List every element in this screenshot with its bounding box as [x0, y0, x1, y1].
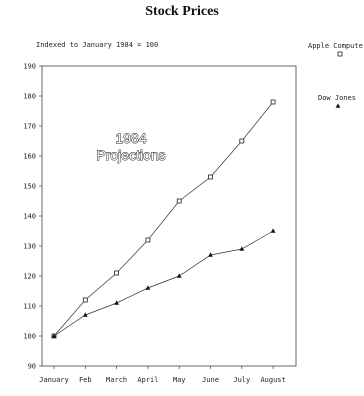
y-tick-label: 130: [23, 243, 36, 251]
y-axis: 90 100 110 120 130 140 150 160 170 180 190: [23, 63, 42, 371]
data-point: [208, 174, 213, 180]
plot-area-frame: [41, 65, 297, 367]
y-tick-label: 120: [23, 273, 36, 281]
annotation-line-1: 1984: [115, 130, 146, 146]
series-dow-jones: [51, 228, 276, 338]
legend-label: Apple Computer: [308, 42, 364, 50]
legend: Apple Computer Dow Jones: [308, 42, 364, 108]
legend-marker: [335, 103, 341, 108]
x-tick-label: March: [106, 376, 127, 384]
y-tick-label: 170: [23, 123, 36, 131]
x-tick-label: June: [202, 376, 219, 384]
series-line: [53, 230, 274, 337]
chart-title: Stock Prices: [145, 4, 219, 19]
series-line: [53, 101, 274, 337]
y-tick-label: 110: [23, 303, 36, 311]
series-layer: [51, 99, 276, 339]
legend-item: Apple Computer: [308, 42, 364, 57]
legend-item: Dow Jones: [318, 94, 356, 108]
data-point: [145, 285, 151, 290]
x-tick-label: May: [173, 376, 186, 384]
data-point: [239, 138, 245, 144]
y-tick-label: 150: [23, 183, 36, 191]
data-point: [176, 198, 182, 204]
data-point: [82, 312, 88, 317]
data-point: [51, 333, 57, 338]
y-tick-label: 140: [23, 213, 36, 221]
x-axis: January Feb March April May June July August: [39, 366, 286, 384]
y-tick-label: 100: [23, 333, 36, 341]
annotation: 1984 Projections: [96, 130, 166, 164]
data-point: [270, 228, 276, 233]
data-point: [176, 273, 182, 278]
data-point: [208, 252, 213, 257]
x-tick-label: Feb: [79, 376, 92, 384]
legend-marker: [337, 51, 343, 57]
data-point: [114, 270, 119, 276]
series-apple-computer: [51, 99, 276, 339]
x-tick-label: April: [137, 376, 158, 384]
data-point: [145, 237, 151, 243]
y-tick-label: 90: [28, 363, 36, 371]
annotation-line-2: Projections: [96, 147, 165, 163]
data-point: [270, 99, 276, 105]
y-tick-label: 160: [23, 153, 36, 161]
x-tick-label: August: [260, 376, 285, 384]
y-tick-label: 180: [23, 93, 36, 101]
chart-subtitle: Indexed to January 1984 = 100: [36, 41, 159, 49]
y-tick-label: 190: [23, 63, 36, 71]
data-point: [82, 297, 88, 303]
x-tick-label: January: [39, 376, 69, 384]
x-tick-label: July: [233, 376, 250, 384]
legend-label: Dow Jones: [318, 94, 356, 102]
data-point: [114, 300, 119, 305]
data-point: [239, 246, 245, 251]
